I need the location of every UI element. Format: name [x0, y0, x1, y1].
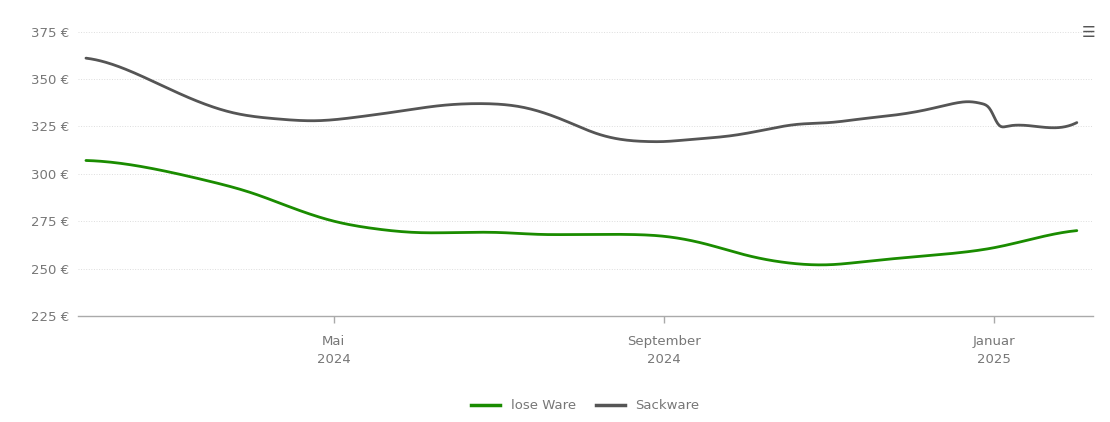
- Text: ☰: ☰: [1082, 25, 1096, 41]
- Legend: lose Ware, Sackware: lose Ware, Sackware: [466, 394, 705, 417]
- Text: Mai
2024: Mai 2024: [316, 335, 351, 366]
- Text: Januar
2025: Januar 2025: [973, 335, 1016, 366]
- Text: September
2024: September 2024: [627, 335, 700, 366]
